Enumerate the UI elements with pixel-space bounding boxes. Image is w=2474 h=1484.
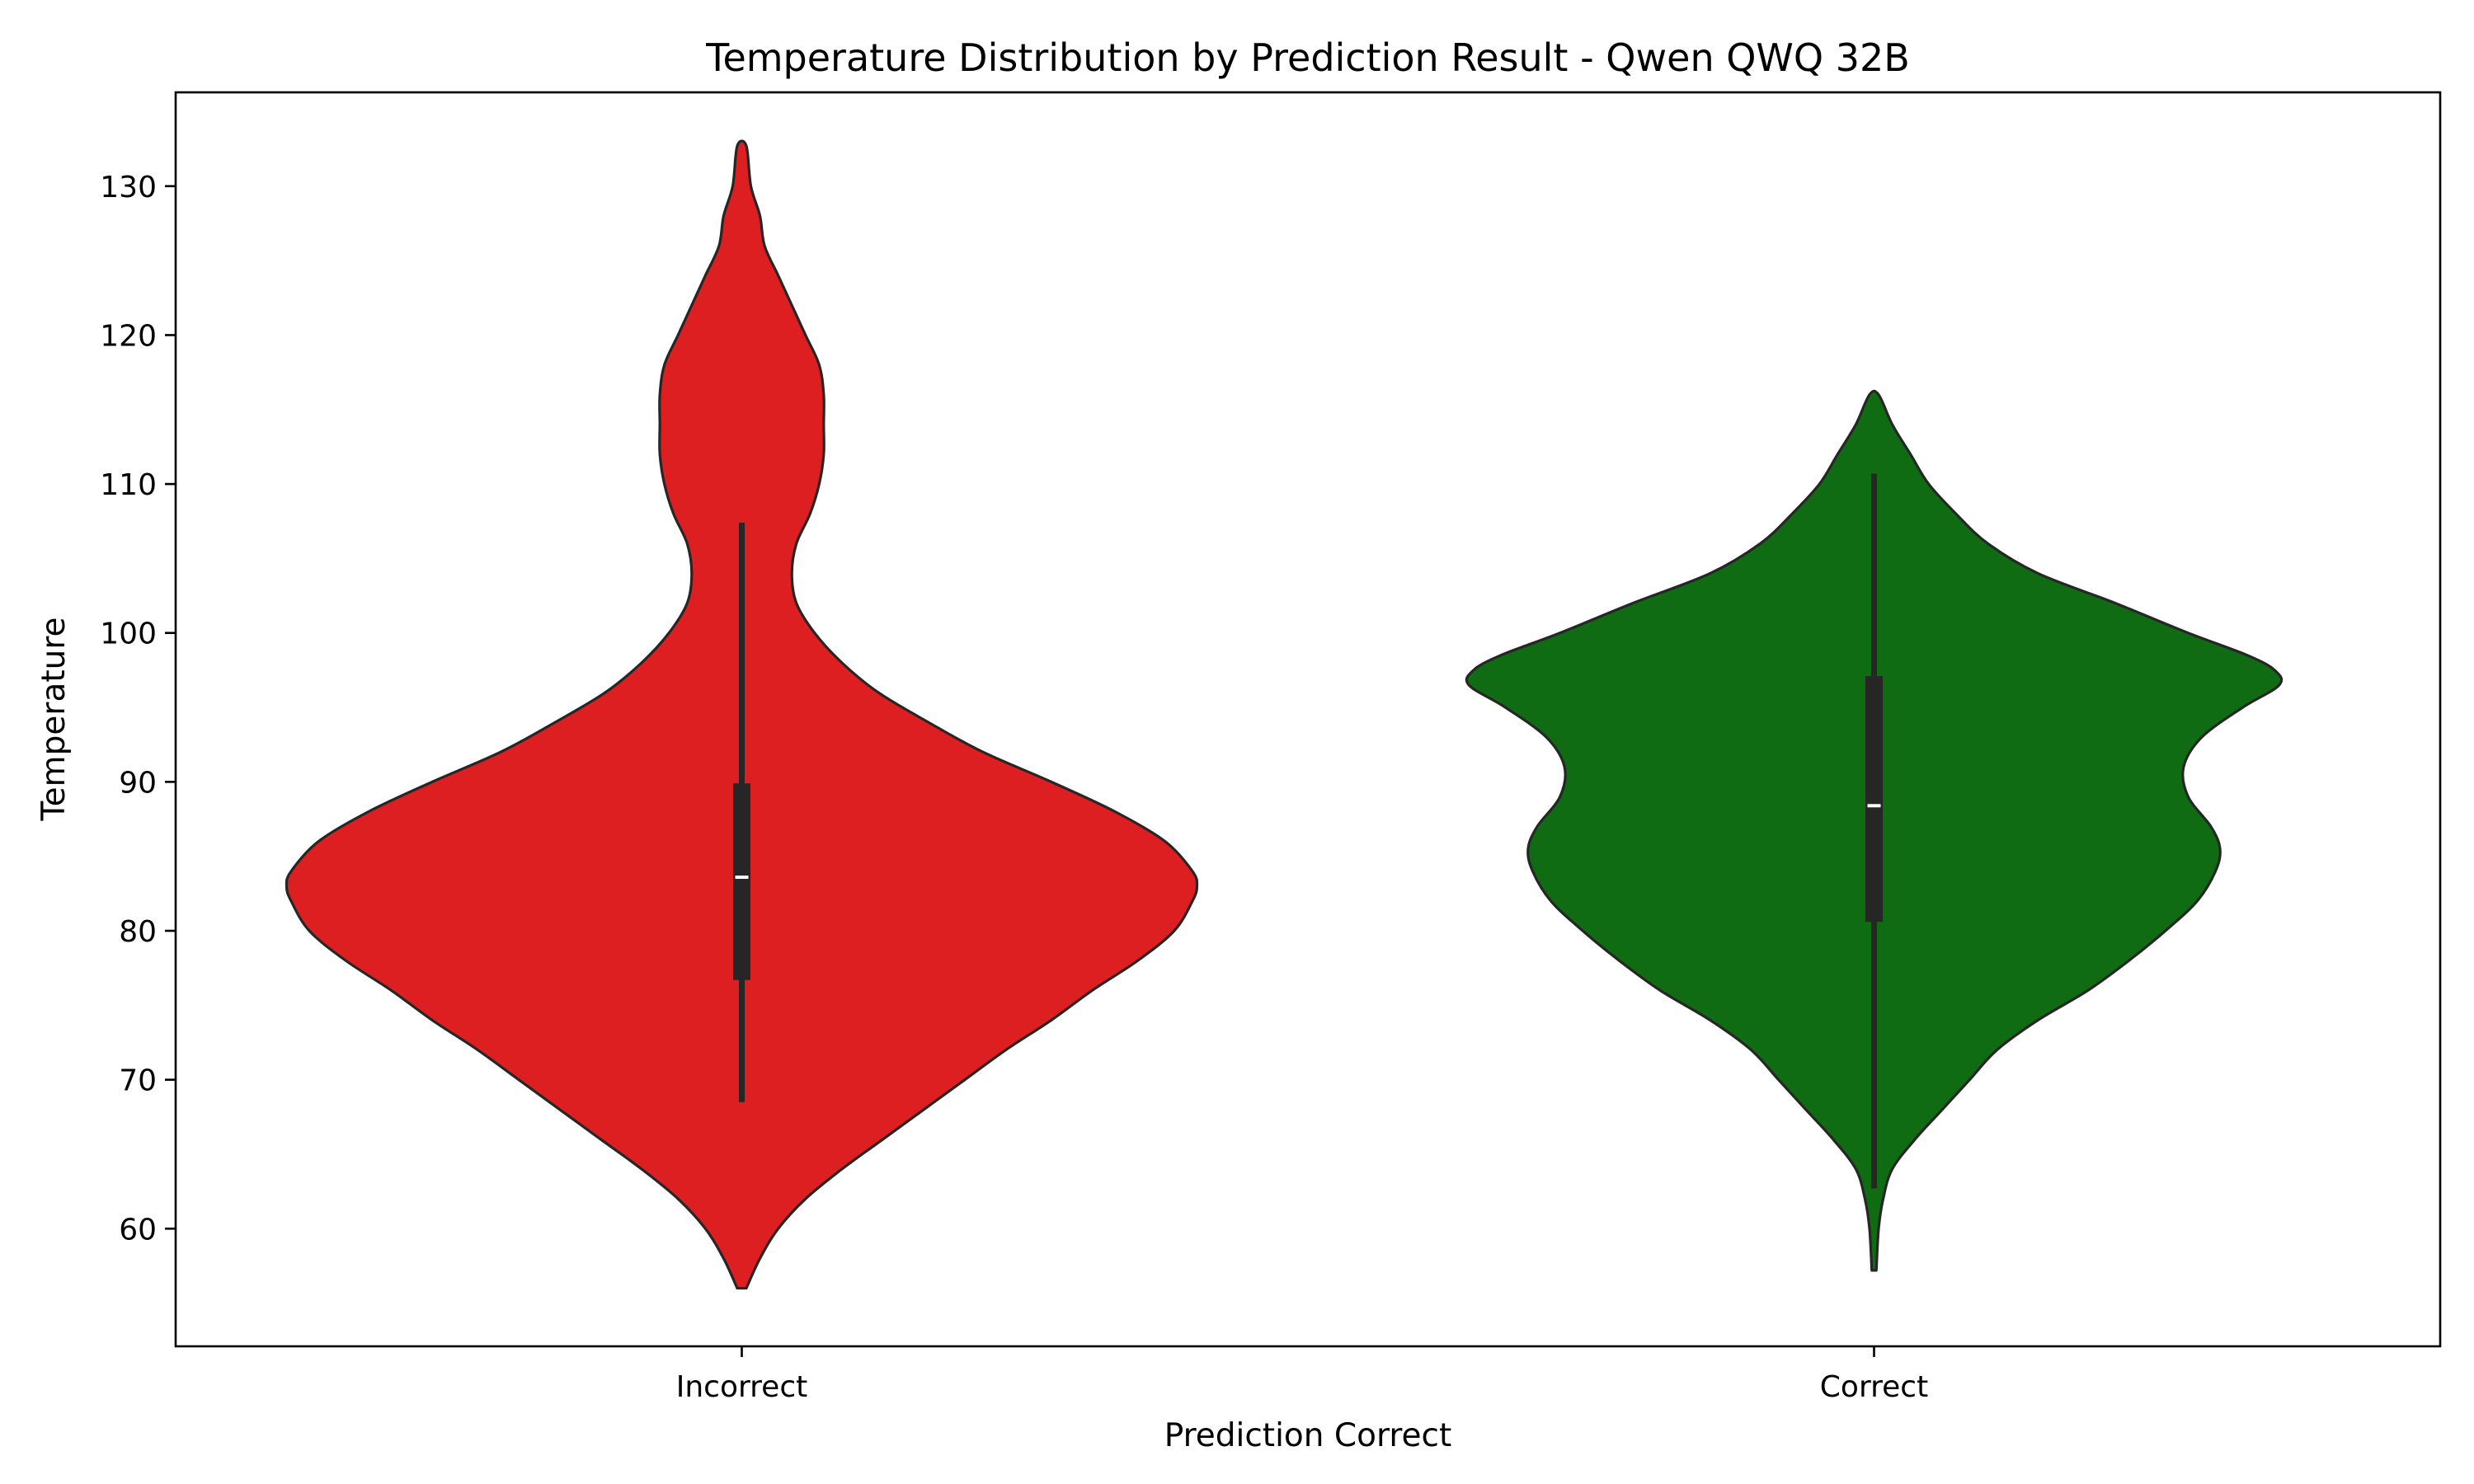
inner-boxes xyxy=(733,473,1883,1189)
y-tick-label: 130 xyxy=(100,171,157,204)
iqr-box-incorrect xyxy=(733,783,750,980)
chart-title: Temperature Distribution by Prediction R… xyxy=(705,35,1910,80)
y-tick-label: 80 xyxy=(119,915,157,949)
y-tick-label: 100 xyxy=(100,618,157,651)
y-tick-label: 90 xyxy=(119,766,157,800)
x-axis-label: Prediction Correct xyxy=(1164,1417,1452,1454)
y-tick-label: 70 xyxy=(119,1064,157,1098)
plot-frame xyxy=(174,91,2442,1348)
iqr-box-correct xyxy=(1865,676,1883,923)
y-tick-label: 120 xyxy=(100,319,157,353)
y-tick-label: 60 xyxy=(119,1213,157,1247)
y-axis-label: Temperature xyxy=(35,617,73,821)
y-tick-label: 110 xyxy=(100,468,157,502)
y-axis-ticks: 60 70 80 90 100 110 120 130 xyxy=(100,171,176,1247)
x-tick-label: Incorrect xyxy=(676,1370,808,1404)
x-axis-ticks: Incorrect Correct xyxy=(676,1346,1928,1404)
x-tick-label: Correct xyxy=(1820,1370,1928,1404)
